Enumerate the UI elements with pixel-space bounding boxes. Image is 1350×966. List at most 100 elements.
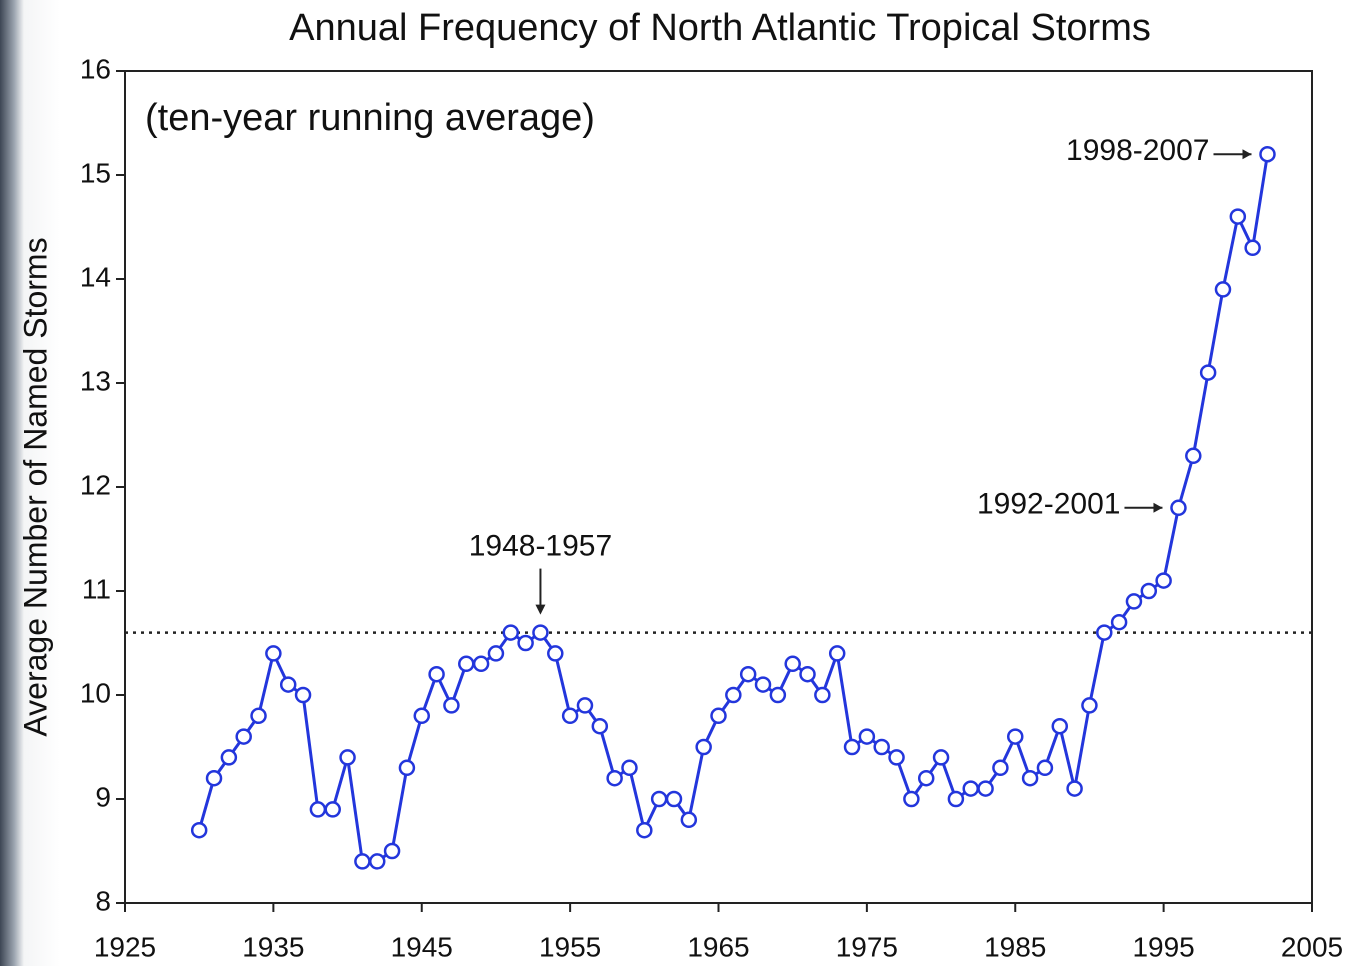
x-tick-label: 1985 <box>984 931 1046 962</box>
data-point <box>458 655 475 673</box>
data-point <box>784 655 801 673</box>
annotation-arrowhead <box>535 604 546 615</box>
data-point <box>725 686 742 704</box>
data-point <box>828 645 846 662</box>
x-tick-label: 1965 <box>687 931 749 962</box>
y-tick-label: 15 <box>80 157 111 188</box>
data-point <box>443 697 460 714</box>
x-tick-label: 1975 <box>836 931 898 962</box>
x-tick-label: 1945 <box>391 931 453 962</box>
data-point <box>1066 780 1083 797</box>
x-tick-label: 1935 <box>242 931 304 962</box>
data-point <box>190 821 208 839</box>
data-point <box>1081 697 1098 714</box>
chart-title: Annual Frequency of North Atlantic Tropi… <box>289 7 1151 49</box>
data-point <box>547 645 564 662</box>
x-tick-label: 1955 <box>539 931 601 962</box>
data-point <box>1259 145 1276 163</box>
data-point <box>1036 759 1054 777</box>
data-point <box>843 738 861 756</box>
data-point <box>1021 769 1039 787</box>
data-point <box>250 707 267 725</box>
x-tick-label: 1995 <box>1132 931 1194 962</box>
data-point <box>903 790 920 808</box>
y-tick-label: 11 <box>82 573 111 604</box>
y-tick-label: 8 <box>95 885 111 916</box>
data-point <box>354 853 371 870</box>
data-point <box>917 769 935 787</box>
data-point <box>1244 239 1261 257</box>
data-point <box>205 769 223 787</box>
data-point <box>472 655 490 673</box>
data-point <box>1155 572 1172 589</box>
data-point <box>947 790 965 808</box>
data-point <box>591 717 609 735</box>
data-point <box>650 790 668 808</box>
annotation: 1992-2001 <box>977 488 1120 521</box>
data-point <box>294 686 312 704</box>
data-point <box>220 749 238 766</box>
data-point <box>873 738 890 756</box>
data-point <box>413 707 430 725</box>
data-point <box>487 645 505 662</box>
y-tick-label: 10 <box>80 677 111 708</box>
data-point <box>977 780 994 797</box>
data-point <box>428 665 445 683</box>
data-point <box>710 707 727 725</box>
data-point <box>235 728 252 745</box>
data-point <box>502 624 520 641</box>
data-point <box>324 801 341 818</box>
data-point <box>888 749 905 766</box>
data-point <box>739 665 757 683</box>
data-point <box>279 676 297 693</box>
data-point <box>576 697 594 714</box>
data-point <box>532 624 549 641</box>
data-point <box>1051 717 1069 735</box>
data-point <box>1125 593 1143 610</box>
data-point <box>932 749 950 766</box>
data-point <box>517 634 534 652</box>
data-point <box>636 821 653 839</box>
y-tick-label: 14 <box>80 261 111 292</box>
data-point <box>665 790 683 808</box>
data-point <box>398 759 416 777</box>
data-point <box>561 707 579 725</box>
x-tick-label: 2005 <box>1281 931 1343 962</box>
data-point <box>858 728 876 745</box>
y-axis-label: Average Number of Named Storms <box>17 237 53 736</box>
data-point <box>1170 499 1187 517</box>
annotation-arrowhead <box>1153 502 1163 513</box>
annotation: 1948-1957 <box>469 530 612 563</box>
y-tick-label: 9 <box>95 781 111 812</box>
data-point <box>1110 613 1128 631</box>
data-point <box>1229 208 1247 225</box>
data-point <box>309 801 327 818</box>
plot-frame <box>124 70 1313 904</box>
data-point <box>621 759 638 777</box>
annotation-arrowhead <box>1242 149 1252 160</box>
data-point <box>606 769 623 787</box>
data-point <box>680 811 698 829</box>
data-point <box>754 676 772 693</box>
data-point <box>992 759 1009 777</box>
data-point <box>814 686 831 704</box>
data-point <box>962 780 979 797</box>
annotation: 1998-2007 <box>1066 134 1209 167</box>
data-point <box>769 686 787 704</box>
chart-subtitle: (ten-year running average) <box>145 97 595 139</box>
y-tick-label: 12 <box>80 469 111 500</box>
y-tick-label: 16 <box>80 53 111 84</box>
data-point <box>383 842 401 860</box>
data-point <box>799 665 816 683</box>
data-point <box>1214 281 1232 298</box>
data-point <box>368 853 386 870</box>
data-point <box>339 749 356 766</box>
data-point <box>1140 582 1158 600</box>
data-point <box>1185 447 1202 465</box>
data-point <box>1199 364 1217 381</box>
data-point <box>265 645 282 662</box>
data-point <box>1096 624 1113 641</box>
data-point <box>1007 728 1024 745</box>
